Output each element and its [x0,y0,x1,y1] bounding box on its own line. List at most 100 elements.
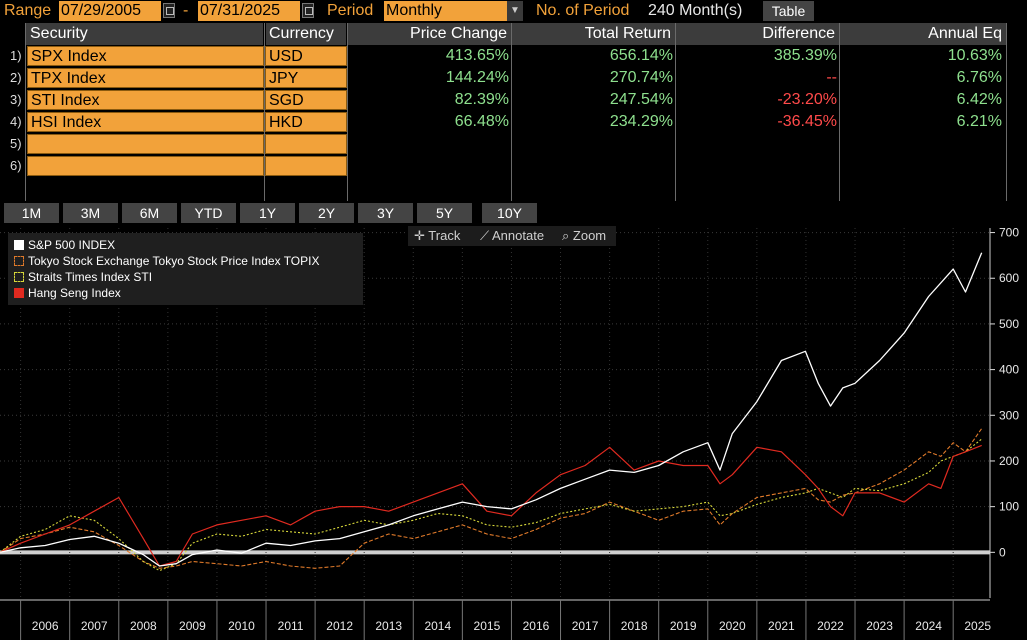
difference-value: -- [826,69,837,86]
security-field[interactable]: TPX Index [27,68,264,88]
legend-swatch [14,288,24,298]
annotate-label: Annotate [492,228,545,243]
series-line-spx [0,252,983,567]
security-field[interactable] [27,134,264,154]
magnifier-icon: ⌕ [562,228,570,243]
tab-1y[interactable]: 1Y [240,203,295,223]
legend-swatch [14,272,24,282]
difference-value: -23.20% [777,91,837,108]
x-tick-label: 2011 [278,619,304,633]
annual-eq-value: 6.76% [956,69,1002,86]
column-divider [264,23,265,201]
x-tick-label: 2021 [768,619,795,633]
legend-swatch [14,240,24,250]
zoom-label: Zoom [572,228,607,243]
price-change-value: 66.48% [454,113,509,130]
currency-field[interactable] [265,156,347,176]
tab-3m[interactable]: 3M [63,203,118,223]
row-number: 4) [10,114,22,129]
x-tick-label: 2018 [621,619,648,633]
period-value: Monthly [386,2,443,19]
total-return-value: 234.29% [609,113,673,130]
total-return-value: 247.54% [609,91,673,108]
x-tick-label: 2007 [81,619,108,633]
top-toolbar: Range 07/29/2005 - 07/31/2025 Period Mon… [0,0,1027,22]
period-select[interactable]: Monthly ▼ [384,1,523,21]
end-calendar-icon[interactable] [302,3,314,18]
tab-5y[interactable]: 5Y [417,203,472,223]
column-divider [25,23,26,201]
row-number: 3) [10,92,22,107]
table-button[interactable]: Table [763,1,814,21]
x-tick-label: 2009 [179,619,206,633]
legend-label: S&P 500 INDEX [28,238,116,252]
zoom-tool[interactable]: ⌕ Zoom [562,226,606,246]
period-label: Period [327,2,374,19]
x-tick-label: 2020 [719,619,746,633]
chart-legend: S&P 500 INDEX Tokyo Stock Exchange Tokyo… [8,233,363,305]
x-tick-label: 2016 [523,619,550,633]
header-security: Security [26,23,263,45]
currency-field[interactable]: USD [265,46,347,66]
chevron-down-icon[interactable]: ▼ [507,1,523,21]
tab-10y[interactable]: 10Y [482,203,537,223]
y-tick-label: 100 [999,500,1019,514]
tab-2y[interactable]: 2Y [299,203,354,223]
price-change-value: 413.65% [445,47,509,64]
x-axis-band [0,598,1027,640]
track-tool[interactable]: ✛ Track [414,226,460,246]
start-date-field[interactable]: 07/29/2005 [59,1,161,21]
y-tick-label: 400 [999,363,1019,377]
currency-field[interactable] [265,134,347,154]
chart-tools [408,226,616,246]
total-return-value: 656.14% [609,47,673,64]
currency-field[interactable]: SGD [265,90,347,110]
total-return-value: 270.74% [609,69,673,86]
x-tick-label: 2015 [474,619,501,633]
row-number: 1) [10,48,22,63]
start-calendar-icon[interactable] [163,3,175,18]
y-tick-label: 600 [999,271,1019,285]
column-divider [1006,23,1007,201]
range-label: Range [4,2,52,19]
header-difference: Difference [676,23,839,45]
column-divider [675,23,676,201]
tab-ytd[interactable]: YTD [181,203,236,223]
column-divider [511,23,512,201]
currency-field[interactable]: HKD [265,112,347,132]
currency-field[interactable]: JPY [265,68,347,88]
legend-swatch [14,256,24,266]
header-annual-eq: Annual Eq [840,23,1006,45]
y-tick-label: 500 [999,317,1019,331]
end-date-field[interactable]: 07/31/2025 [198,1,300,21]
y-tick-label: 200 [999,454,1019,468]
security-field[interactable]: SPX Index [27,46,264,66]
x-tick-label: 2012 [326,619,353,633]
x-tick-label: 2019 [670,619,697,633]
security-field[interactable]: HSI Index [27,112,264,132]
y-tick-label: 700 [999,226,1019,240]
security-field[interactable] [27,156,264,176]
price-change-value: 144.24% [445,69,509,86]
x-tick-label: 2006 [32,619,59,633]
annotate-tool[interactable]: ⟋ Annotate [480,226,544,246]
column-divider [347,23,348,201]
row-number: 5) [10,136,22,151]
price-change-value: 82.39% [454,91,509,108]
x-tick-label: 2013 [375,619,402,633]
legend-label: Straits Times Index STI [28,270,153,284]
x-tick-label: 2017 [572,619,599,633]
tab-1m[interactable]: 1M [4,203,59,223]
y-tick-label: 0 [999,545,1006,559]
row-number: 6) [10,158,22,173]
row-number: 2) [10,70,22,85]
nperiods-label: No. of Period [536,2,630,19]
x-tick-label: 2014 [424,619,451,633]
tab-3y[interactable]: 3Y [358,203,413,223]
series-line-tpx [0,428,983,569]
range-dash: - [183,2,189,19]
tab-6m[interactable]: 6M [122,203,177,223]
header-currency: Currency [266,23,346,45]
security-field[interactable]: STI Index [27,90,264,110]
